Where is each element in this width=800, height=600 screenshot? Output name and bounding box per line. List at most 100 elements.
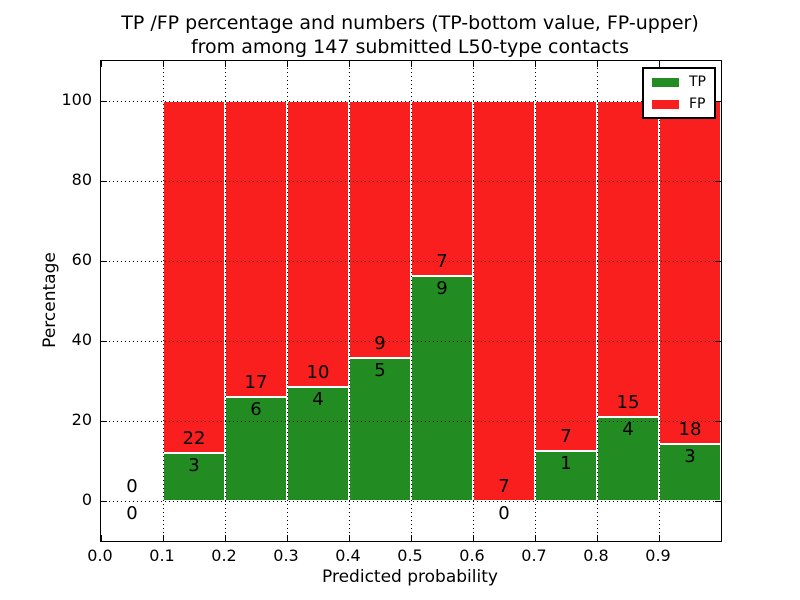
gridline-vertical: [349, 61, 350, 541]
gridline-vertical: [535, 61, 536, 541]
fp-count-label: 17: [244, 371, 268, 393]
bar-fp-segment: [225, 101, 287, 397]
gridline-vertical: [411, 61, 412, 541]
fp-count-label: 7: [498, 476, 510, 497]
tick-mark: [411, 61, 412, 67]
legend-label-fp: FP: [689, 96, 706, 112]
tick-mark: [101, 535, 102, 541]
fp-count-label: 15: [616, 391, 640, 413]
y-tick-label: 40: [71, 330, 92, 349]
fp-count-label: 7: [560, 426, 572, 447]
tick-mark: [597, 535, 598, 541]
tick-mark: [715, 181, 721, 182]
tick-mark: [715, 501, 721, 502]
gridline-vertical: [597, 61, 598, 541]
tp-count-label: 0: [498, 503, 510, 524]
fp-count-label: 0: [126, 476, 138, 497]
legend-swatch-tp: [652, 77, 679, 87]
tick-mark: [473, 61, 474, 67]
tick-mark: [715, 421, 721, 422]
legend-swatch-fp: [652, 99, 679, 109]
tick-mark: [597, 61, 598, 67]
tick-mark: [101, 261, 107, 262]
fp-count-label: 7: [436, 251, 448, 272]
gridline-vertical: [287, 61, 288, 541]
fp-count-label: 9: [374, 333, 386, 355]
bar-fp-segment: [473, 101, 535, 501]
legend-label-tp: TP: [689, 74, 706, 90]
tp-count-label: 4: [622, 418, 634, 440]
legend-item-fp: FP: [652, 97, 706, 111]
bar-tp-segment: [597, 416, 659, 501]
x-tick-label: 0.7: [521, 546, 547, 565]
x-tick-label: 0.6: [459, 546, 485, 565]
tick-mark: [101, 501, 107, 502]
x-tick-label: 0.3: [273, 546, 299, 565]
tick-mark: [163, 535, 164, 541]
tp-count-label: 0: [126, 503, 138, 524]
gridline-vertical: [225, 61, 226, 541]
gridline-vertical: [659, 61, 660, 541]
x-tick-label: 0.5: [397, 546, 423, 565]
y-tick-label: 60: [71, 250, 92, 269]
gridline-vertical: [163, 61, 164, 541]
fp-count-label: 18: [678, 418, 702, 440]
bar-fp-segment: [411, 101, 473, 276]
bar-tp-segment: [659, 443, 721, 501]
tp-count-label: 9: [436, 278, 448, 299]
tick-mark: [349, 61, 350, 67]
bar-fp-segment: [659, 101, 721, 444]
x-tick-label: 0.0: [87, 546, 113, 565]
tp-count-label: 3: [188, 455, 200, 476]
tick-mark: [349, 535, 350, 541]
plot-area: 0 0 22 3 17 6 10 4 9 5 7 9 7 0 7 1 15 4 18 3 TP FP: [100, 60, 722, 542]
tick-mark: [287, 61, 288, 67]
tick-mark: [535, 61, 536, 67]
tick-marks-layer: [101, 61, 721, 541]
tick-mark: [411, 535, 412, 541]
tick-mark: [659, 61, 660, 67]
legend: TP FP: [642, 67, 716, 119]
tick-mark: [473, 535, 474, 541]
tp-count-label: 5: [374, 360, 386, 382]
tick-mark: [101, 61, 102, 67]
tick-mark: [101, 101, 107, 102]
tick-mark: [287, 535, 288, 541]
tick-mark: [659, 535, 660, 541]
tick-mark: [535, 535, 536, 541]
x-tick-label: 0.8: [583, 546, 609, 565]
annotations-layer: 0 0 22 3 17 6 10 4 9 5 7 9 7 0 7 1 15 4 18 3: [101, 61, 721, 541]
tick-mark: [101, 181, 107, 182]
tp-count-label: 1: [560, 453, 572, 474]
tick-mark: [101, 421, 107, 422]
tick-mark: [225, 535, 226, 541]
fp-count-label: 22: [182, 428, 206, 449]
chart-title-line1: TP /FP percentage and numbers (TP-bottom…: [121, 12, 699, 34]
grid-layer: [101, 61, 721, 541]
x-tick-label: 0.1: [149, 546, 175, 565]
x-axis-label: Predicted probability: [322, 567, 498, 587]
y-tick-label: 0: [81, 490, 92, 509]
bar-fp-segment: [163, 101, 225, 453]
y-tick-label: 20: [71, 410, 92, 429]
tp-count-label: 6: [250, 398, 262, 420]
legend-item-tp: TP: [652, 75, 706, 89]
chart-title-line2: from among 147 submitted L50-type contac…: [190, 36, 630, 58]
x-tick-label: 0.9: [645, 546, 671, 565]
tp-count-label: 4: [312, 388, 324, 410]
y-tick-label: 100: [61, 90, 92, 109]
bars-layer: [101, 61, 721, 541]
tp-count-label: 3: [684, 445, 696, 467]
tick-mark: [715, 261, 721, 262]
tick-mark: [715, 341, 721, 342]
tick-mark: [715, 101, 721, 102]
bar-tp-segment: [163, 453, 225, 501]
bar-tp-segment: [535, 451, 597, 501]
y-tick-label: 80: [71, 170, 92, 189]
x-tick-label: 0.2: [211, 546, 237, 565]
bar-fp-segment: [349, 101, 411, 359]
chart-title: TP /FP percentage and numbers (TP-bottom…: [90, 11, 730, 59]
gridline-vertical: [473, 61, 474, 541]
tick-mark: [163, 61, 164, 67]
